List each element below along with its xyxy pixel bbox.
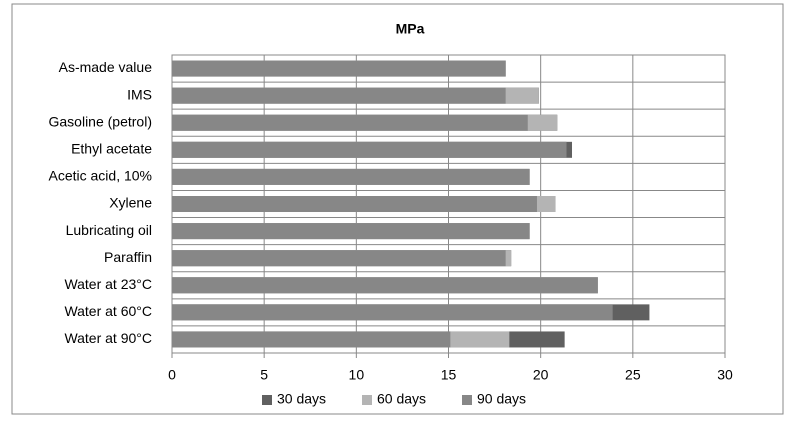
y-tick-label: Water at 60°C — [64, 303, 152, 319]
x-tick-label: 0 — [168, 367, 176, 383]
y-tick-label: IMS — [127, 86, 152, 102]
chart-title: MPa — [396, 21, 425, 37]
legend-swatch — [462, 395, 472, 405]
x-tick-label: 10 — [349, 367, 365, 383]
legend-swatch — [262, 395, 272, 405]
bar — [172, 196, 537, 212]
x-tick-label: 5 — [260, 367, 268, 383]
y-tick-label: Water at 90°C — [64, 330, 152, 346]
x-tick-label: 15 — [441, 367, 457, 383]
x-tick-label: 25 — [625, 367, 641, 383]
bar — [172, 304, 613, 321]
y-tick-label: As-made value — [59, 59, 153, 75]
legend-label: 90 days — [477, 391, 526, 407]
y-tick-label: Lubricating oil — [66, 222, 152, 238]
bar — [172, 277, 598, 294]
bar — [172, 250, 506, 267]
legend-label: 60 days — [377, 391, 426, 407]
y-tick-label: Gasoline (petrol) — [49, 113, 153, 129]
y-tick-label: Paraffin — [104, 249, 152, 265]
bar — [172, 114, 528, 131]
bar — [172, 168, 530, 185]
y-tick-label: Acetic acid, 10% — [49, 168, 153, 184]
legend-label: 30 days — [277, 391, 326, 407]
bar — [172, 60, 506, 77]
x-tick-label: 20 — [533, 367, 549, 383]
bar — [172, 331, 451, 348]
y-tick-label: Water at 23°C — [64, 276, 152, 292]
y-tick-label: Xylene — [109, 195, 152, 211]
bar — [172, 223, 530, 240]
bar — [172, 141, 567, 158]
x-tick-label: 30 — [717, 367, 733, 383]
bar — [172, 87, 506, 104]
y-tick-label: Ethyl acetate — [71, 141, 152, 157]
legend-swatch — [362, 395, 372, 405]
